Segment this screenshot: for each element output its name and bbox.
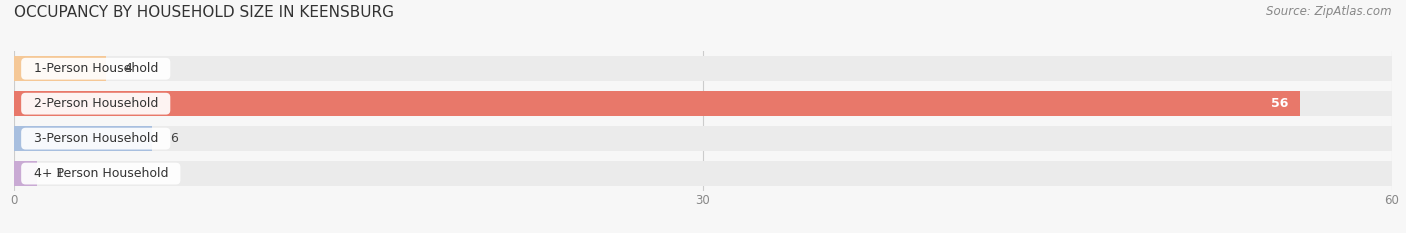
- Bar: [14, 91, 1301, 116]
- Text: 1-Person Household: 1-Person Household: [25, 62, 166, 75]
- Text: 4: 4: [124, 62, 132, 75]
- Bar: [14, 56, 1392, 81]
- Text: 2-Person Household: 2-Person Household: [25, 97, 166, 110]
- Bar: [14, 126, 1392, 151]
- Text: Source: ZipAtlas.com: Source: ZipAtlas.com: [1267, 5, 1392, 18]
- Bar: [14, 126, 152, 151]
- Bar: [14, 161, 37, 186]
- Bar: [14, 91, 1392, 116]
- Text: 4+ Person Household: 4+ Person Household: [25, 167, 176, 180]
- Text: 1: 1: [55, 167, 63, 180]
- Bar: [14, 161, 1392, 186]
- Text: 6: 6: [170, 132, 179, 145]
- Text: 56: 56: [1271, 97, 1289, 110]
- Text: 3-Person Household: 3-Person Household: [25, 132, 166, 145]
- Bar: [14, 56, 105, 81]
- Text: OCCUPANCY BY HOUSEHOLD SIZE IN KEENSBURG: OCCUPANCY BY HOUSEHOLD SIZE IN KEENSBURG: [14, 5, 394, 20]
